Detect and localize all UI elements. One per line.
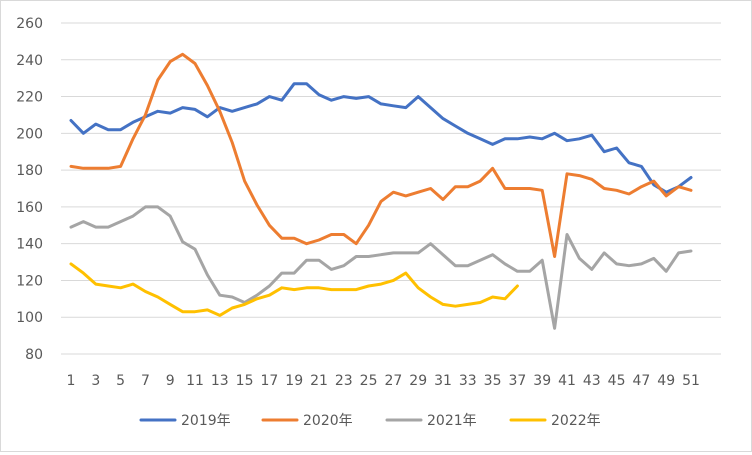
y-tick-label: 180 [16, 163, 43, 179]
x-tick-label: 23 [335, 373, 353, 389]
x-tick-label: 7 [141, 373, 150, 389]
series-line-2019年 [69, 82, 693, 194]
x-tick-label: 49 [657, 373, 675, 389]
legend-label: 2021年 [427, 413, 477, 429]
x-tick-label: 5 [116, 373, 125, 389]
y-tick-label: 80 [25, 347, 43, 363]
gridlines [61, 22, 721, 355]
y-tick-label: 200 [16, 126, 43, 142]
x-tick-label: 47 [632, 373, 650, 389]
x-tick-label: 19 [285, 373, 303, 389]
x-tick-label: 39 [533, 373, 551, 389]
x-tick-label: 15 [236, 373, 254, 389]
x-tick-label: 25 [360, 373, 378, 389]
x-tick-label: 45 [608, 373, 626, 389]
x-tick-label: 11 [186, 373, 204, 389]
x-tick-label: 21 [310, 373, 328, 389]
x-tick-label: 17 [260, 373, 278, 389]
y-tick-label: 160 [16, 200, 43, 216]
y-tick-label: 220 [16, 90, 43, 106]
x-tick-label: 29 [409, 373, 427, 389]
legend-label: 2022年 [551, 413, 601, 429]
x-tick-label: 9 [166, 373, 175, 389]
x-axis-tick-labels: 1 3 5 7 9 11 13 15 17 19 21 23 25 27 29 31 33 35 37 39 41 43 4… [67, 373, 700, 389]
y-tick-label: 240 [16, 53, 43, 69]
series-line-2020年 [69, 52, 693, 258]
y-tick-label: 120 [16, 273, 43, 289]
y-tick-label: 100 [16, 310, 43, 326]
x-tick-label: 35 [484, 373, 502, 389]
x-tick-label: 27 [384, 373, 402, 389]
x-tick-label: 13 [211, 373, 229, 389]
series-line-2022年 [69, 262, 519, 317]
x-tick-label: 33 [459, 373, 477, 389]
series-line-2021年 [69, 205, 693, 330]
x-tick-label: 1 [67, 373, 76, 389]
legend: 2019年 2020年 2021年 2022年 [139, 413, 601, 429]
y-tick-label: 140 [16, 237, 43, 253]
x-tick-label: 51 [682, 373, 700, 389]
legend-label: 2020年 [303, 413, 353, 429]
legend-label: 2019年 [181, 413, 231, 429]
x-tick-label: 3 [91, 373, 100, 389]
series-lines [69, 52, 693, 330]
y-tick-label: 260 [16, 16, 43, 32]
x-tick-label: 37 [508, 373, 526, 389]
x-tick-label: 43 [583, 373, 601, 389]
y-axis-tick-labels: 80 100 120 140 160 180 200 220 240 260 [16, 16, 43, 363]
x-tick-label: 41 [558, 373, 576, 389]
x-tick-label: 31 [434, 373, 452, 389]
